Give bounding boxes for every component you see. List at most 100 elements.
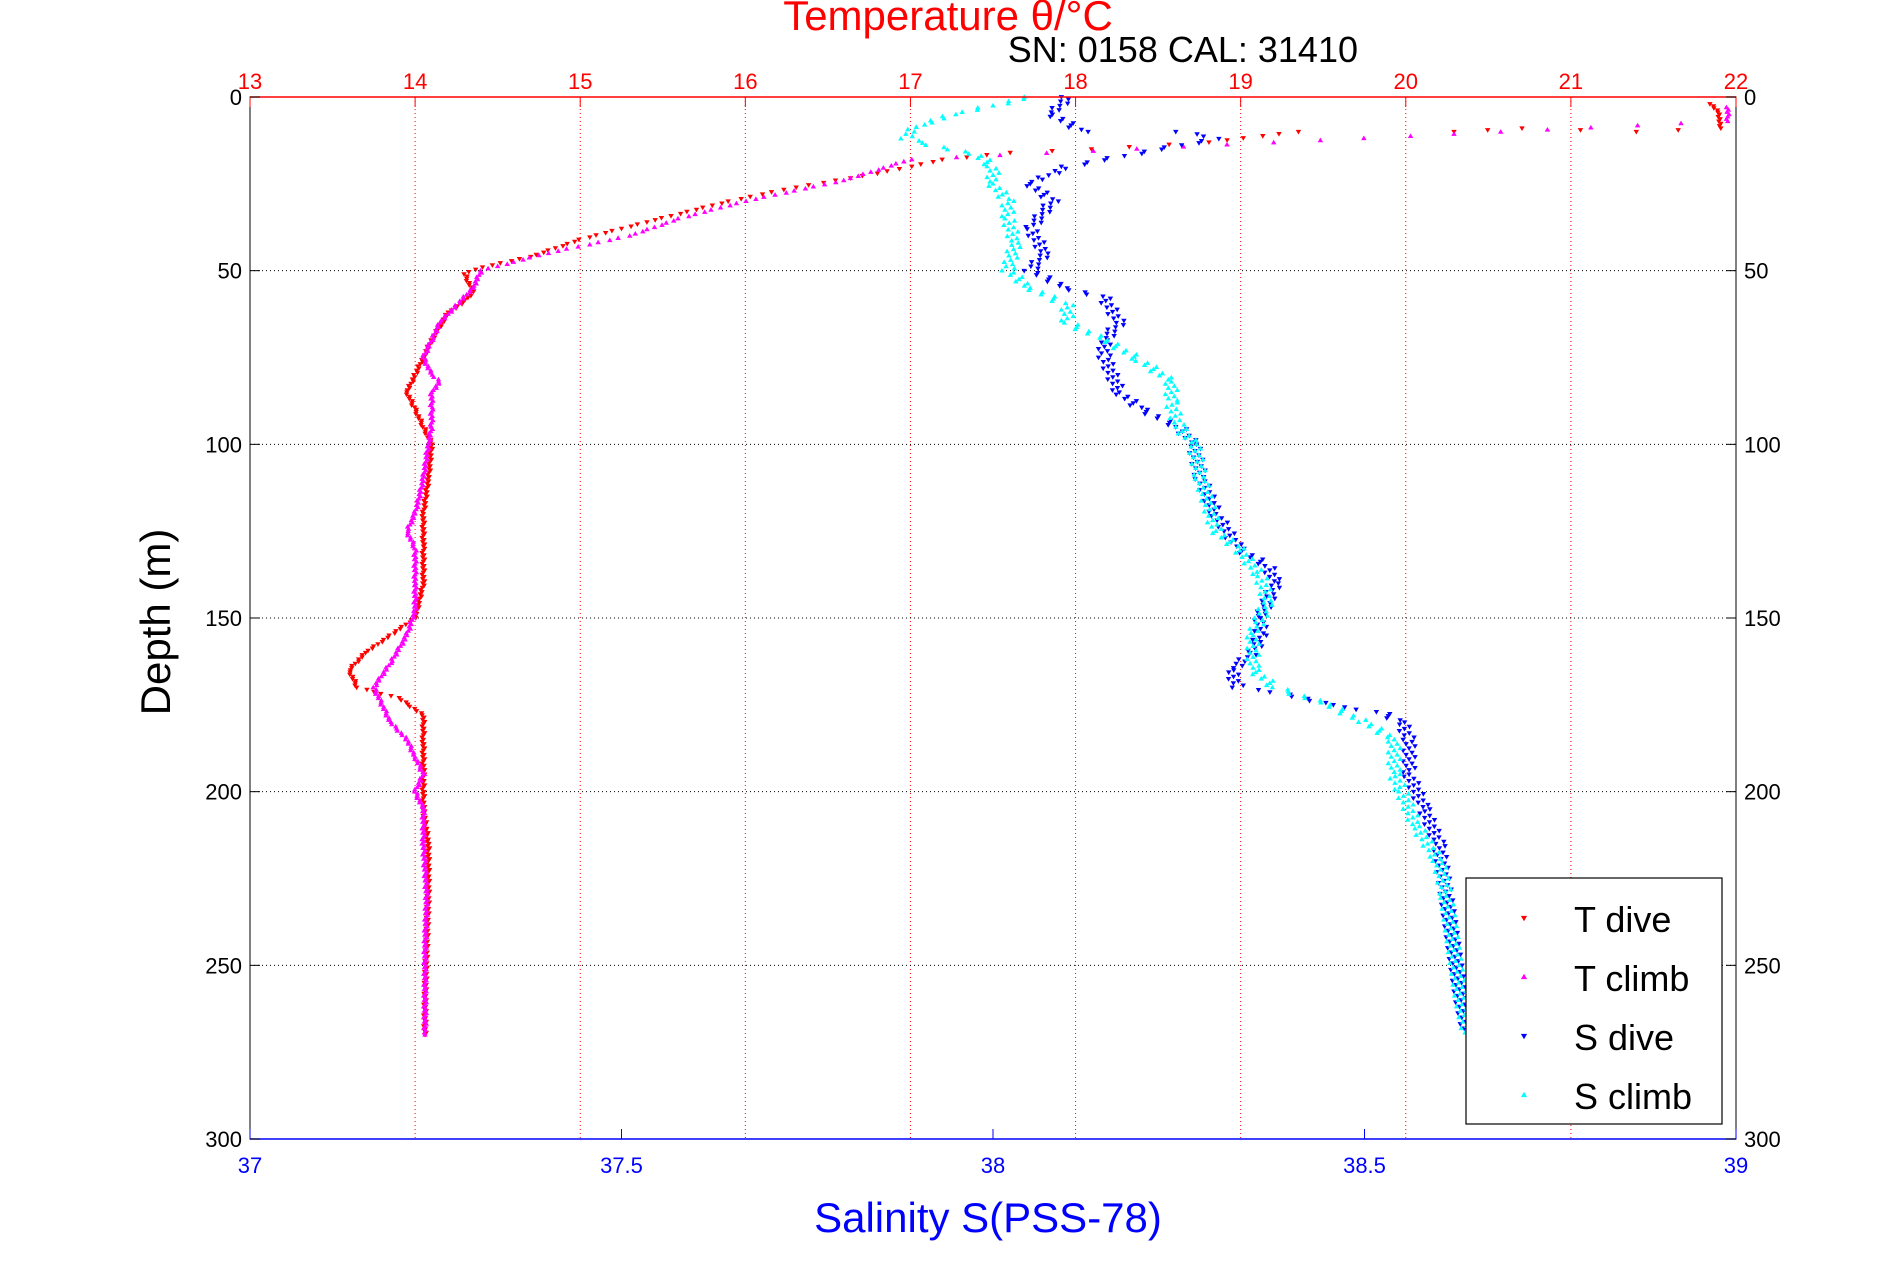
data-point-s-climb xyxy=(1453,986,1460,992)
legend-markers xyxy=(1520,915,1528,1098)
data-point-s-climb xyxy=(1097,335,1103,340)
data-point-s-climb xyxy=(1453,923,1460,929)
data-point-t-dive xyxy=(419,713,425,719)
data-point-s-climb xyxy=(1424,840,1431,846)
data-point-s-climb xyxy=(996,185,1003,191)
data-point-t-climb xyxy=(419,773,426,779)
data-point-s-climb xyxy=(1003,263,1009,269)
data-point-s-climb xyxy=(1253,669,1259,675)
data-point-t-climb xyxy=(675,215,681,221)
data-point-s-dive xyxy=(1230,666,1237,671)
data-point-t-dive xyxy=(413,368,420,374)
data-point-s-climb xyxy=(1269,684,1276,690)
data-point-t-dive xyxy=(350,674,356,680)
data-point-s-dive xyxy=(1240,683,1246,689)
data-point-s-dive xyxy=(1047,210,1053,215)
data-point-s-climb xyxy=(1104,337,1111,342)
data-point-s-climb xyxy=(1015,229,1021,234)
data-point-s-climb xyxy=(1011,265,1018,271)
data-point-s-dive xyxy=(1406,724,1413,730)
data-point-t-dive xyxy=(466,269,472,275)
data-point-s-climb xyxy=(1186,450,1193,455)
data-point-s-dive xyxy=(1035,262,1042,267)
data-point-t-climb xyxy=(783,190,790,195)
data-point-s-climb xyxy=(1253,636,1259,642)
data-point-s-dive xyxy=(1275,581,1282,587)
data-point-t-dive xyxy=(420,570,427,576)
data-point-t-dive xyxy=(419,577,426,582)
data-point-s-dive xyxy=(1057,119,1064,124)
data-point-t-dive xyxy=(428,453,434,458)
data-point-s-climb xyxy=(1397,745,1403,751)
data-point-s-dive xyxy=(1272,596,1278,602)
data-point-t-dive xyxy=(421,757,428,762)
data-point-s-climb xyxy=(1419,836,1425,842)
data-point-s-climb xyxy=(1200,484,1207,490)
data-point-s-climb xyxy=(1132,358,1139,363)
data-point-t-climb xyxy=(411,599,417,605)
data-point-t-dive xyxy=(719,201,725,207)
data-point-t-climb xyxy=(373,682,380,688)
data-point-s-dive xyxy=(1142,412,1148,417)
data-point-t-climb xyxy=(420,949,427,955)
data-point-t-dive xyxy=(421,720,428,725)
data-point-s-dive xyxy=(1410,796,1417,801)
data-point-s-climb xyxy=(1269,602,1275,607)
data-point-s-dive xyxy=(1049,197,1056,202)
data-point-s-climb xyxy=(1410,801,1416,807)
data-point-s-climb xyxy=(941,144,947,150)
data-point-s-climb xyxy=(1250,654,1256,659)
data-point-t-climb xyxy=(536,252,542,258)
data-point-s-dive xyxy=(1272,566,1278,571)
data-point-s-climb xyxy=(1218,534,1225,540)
data-point-s-dive xyxy=(1040,203,1046,209)
data-point-s-dive xyxy=(1220,522,1226,528)
data-point-t-climb xyxy=(405,628,412,633)
data-point-t-climb xyxy=(833,179,839,185)
salinity-tick-label: 37 xyxy=(238,1153,262,1178)
data-point-t-dive xyxy=(427,464,433,469)
data-point-s-climb xyxy=(1395,795,1402,801)
data-point-s-dive xyxy=(1271,579,1278,584)
data-point-s-climb xyxy=(1439,906,1445,911)
data-point-t-dive xyxy=(1276,131,1282,137)
data-point-t-climb xyxy=(474,276,481,282)
data-point-t-climb xyxy=(375,695,382,701)
data-point-t-climb xyxy=(427,391,434,397)
data-point-s-climb xyxy=(1457,973,1464,979)
data-point-s-climb xyxy=(1374,730,1380,735)
data-point-t-dive xyxy=(738,197,744,202)
data-point-s-dive xyxy=(1233,661,1239,667)
data-point-s-climb xyxy=(1413,832,1419,837)
data-point-s-dive xyxy=(1443,854,1450,860)
data-point-s-dive xyxy=(1456,941,1462,947)
data-point-s-dive xyxy=(1263,633,1270,639)
depth-tick-label-left: 100 xyxy=(205,432,242,457)
data-point-s-climb xyxy=(1392,780,1398,785)
data-point-t-climb xyxy=(415,495,422,501)
data-point-t-dive xyxy=(406,386,413,391)
data-point-t-climb xyxy=(953,154,960,160)
data-point-s-dive xyxy=(1029,179,1035,185)
data-point-s-climb xyxy=(1190,454,1197,460)
data-point-t-climb xyxy=(402,636,408,642)
data-point-s-climb xyxy=(1397,784,1403,790)
data-point-s-dive xyxy=(1032,188,1039,194)
data-point-s-climb xyxy=(1253,647,1259,653)
data-point-s-climb xyxy=(1455,934,1461,939)
data-point-s-climb xyxy=(1259,577,1265,583)
data-point-t-climb xyxy=(810,183,817,189)
data-point-t-climb xyxy=(421,975,428,981)
data-point-s-climb xyxy=(974,107,981,112)
data-point-s-climb xyxy=(962,148,969,154)
data-point-t-climb xyxy=(893,160,899,166)
data-point-s-climb xyxy=(1115,341,1121,347)
data-point-s-dive xyxy=(1049,106,1055,111)
data-point-t-climb xyxy=(413,506,419,512)
data-point-s-climb xyxy=(1450,901,1457,907)
data-point-s-climb xyxy=(1227,539,1233,544)
data-point-t-climb xyxy=(422,895,429,900)
data-point-s-climb xyxy=(981,161,987,167)
data-point-t-dive xyxy=(421,498,427,504)
